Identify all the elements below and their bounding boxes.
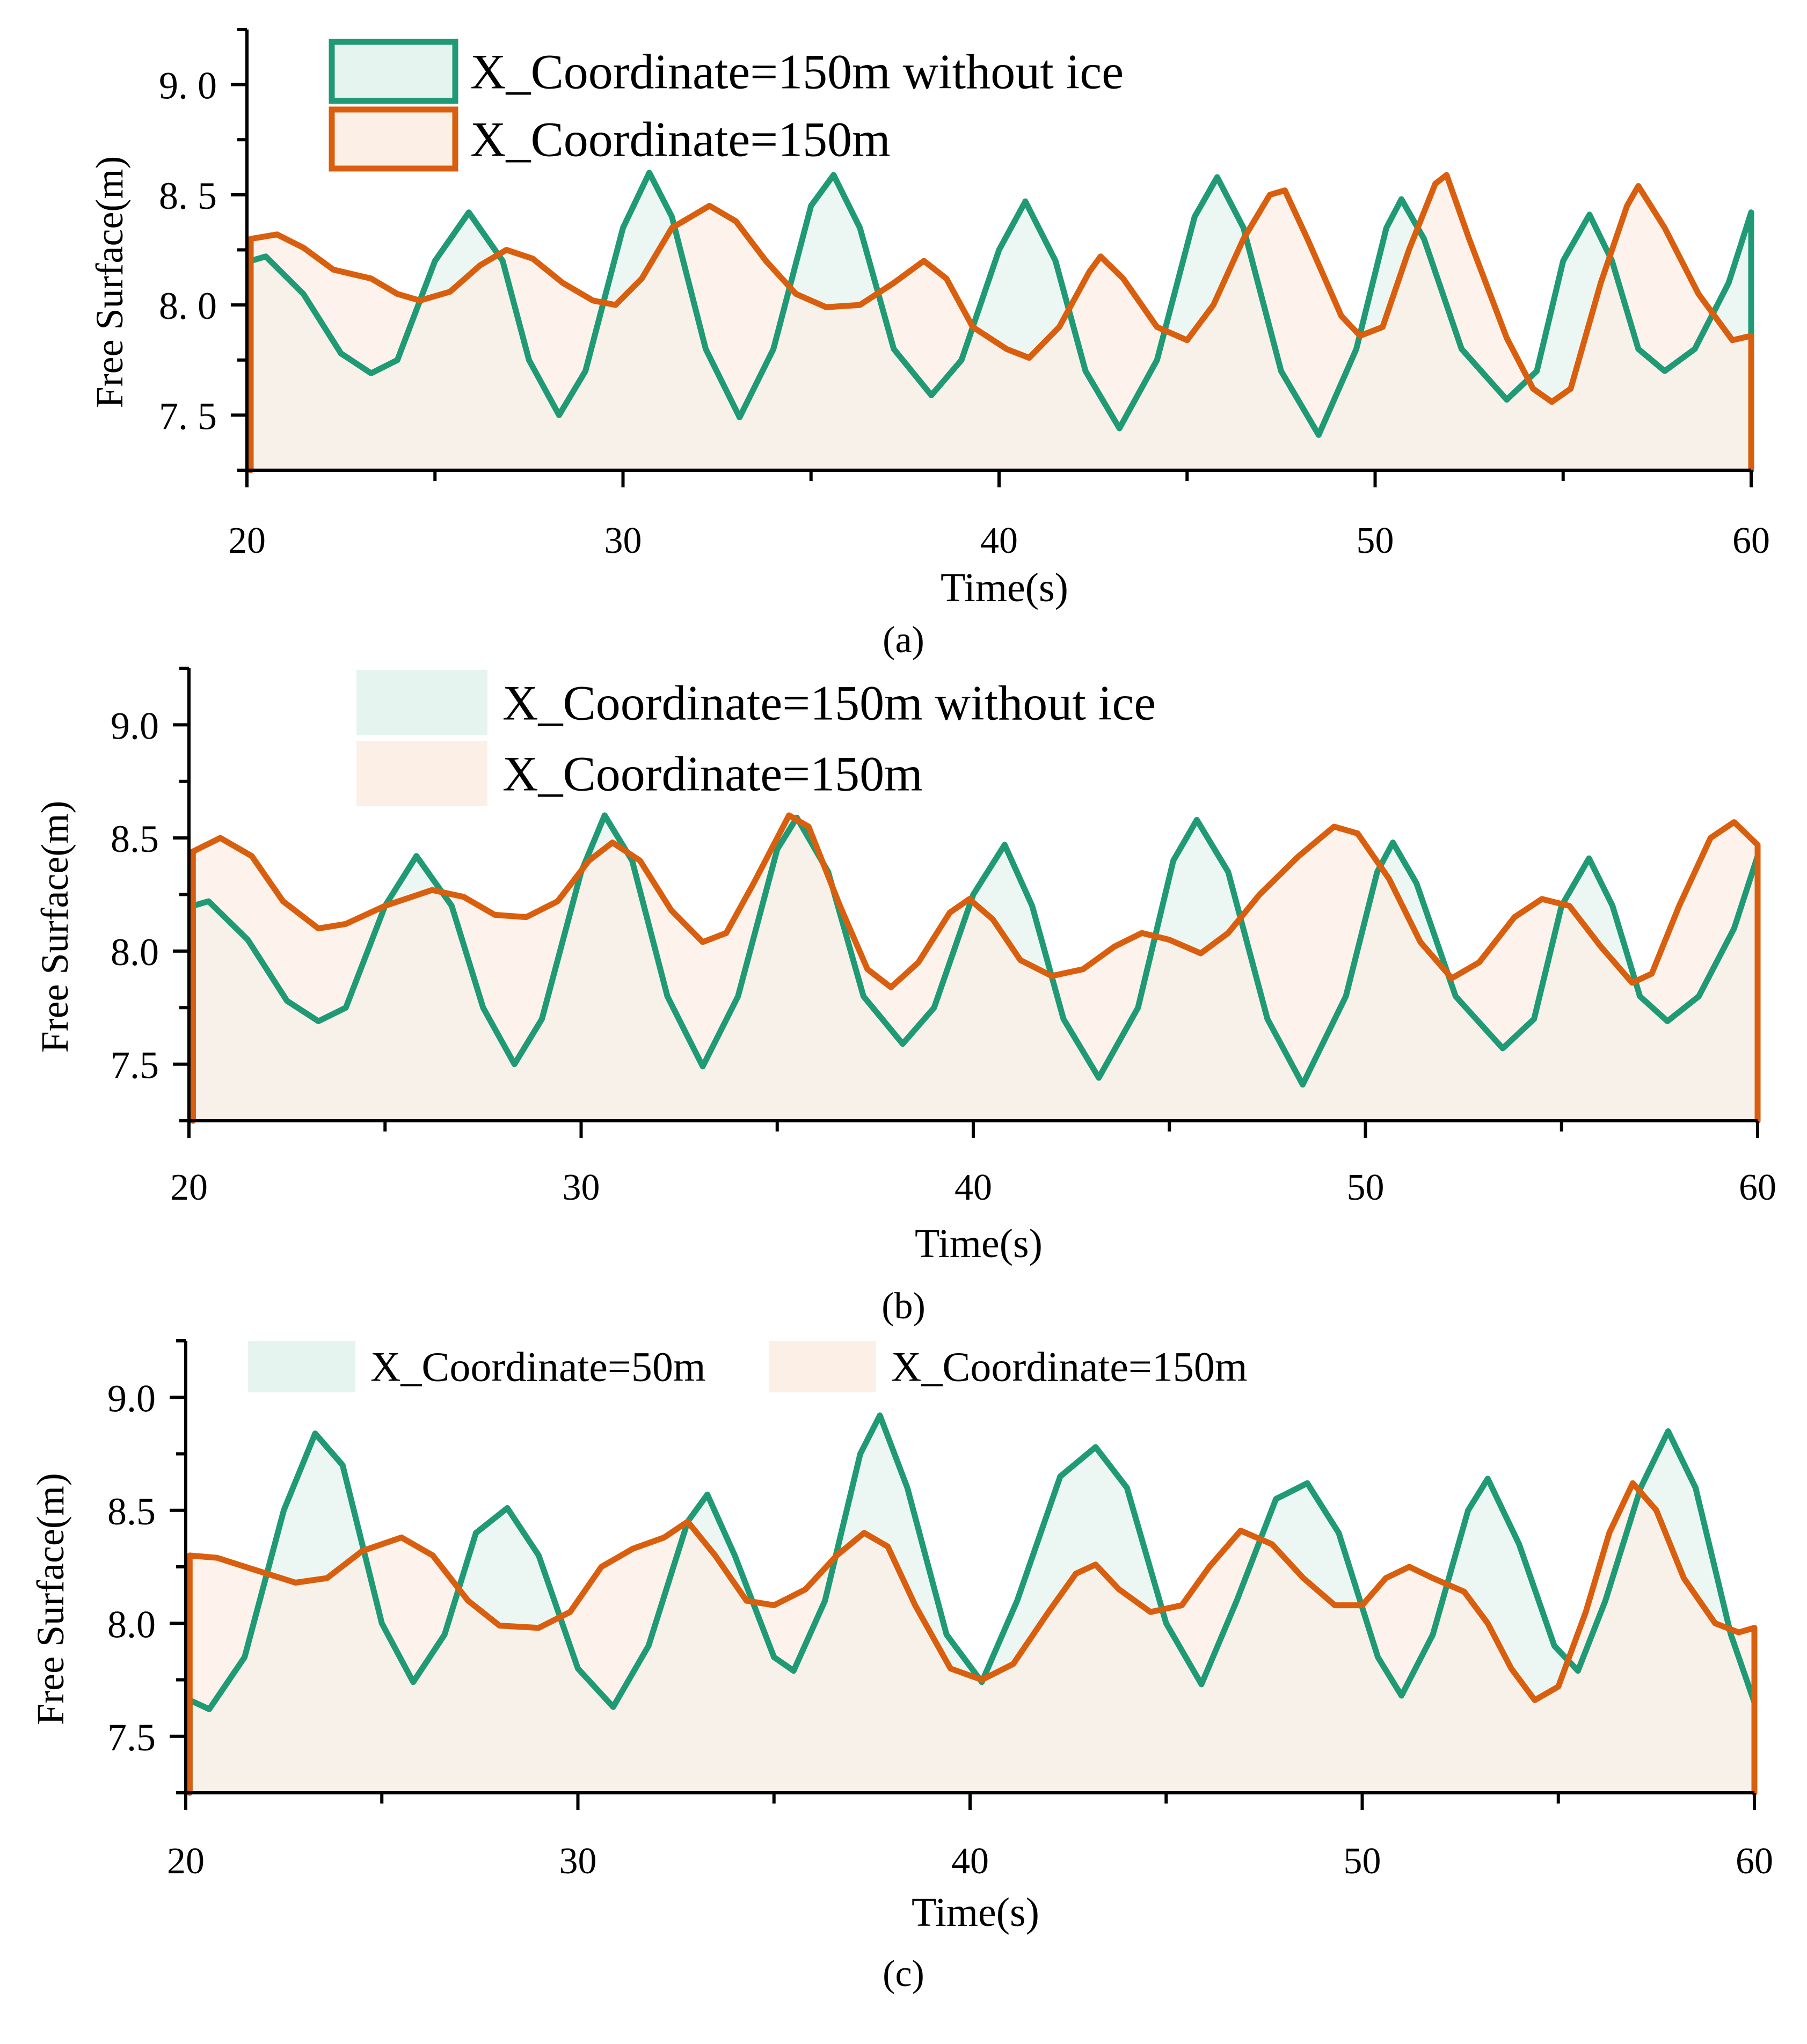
legend: X_Coordinate=150m without ice X_Coordinat…	[356, 670, 1156, 806]
x-tick-label: 50	[1357, 520, 1394, 561]
y-axis-title: Free Surface(m)	[88, 156, 131, 408]
y-tick-label: 7.5	[107, 1716, 156, 1759]
legend-swatch-1	[356, 670, 487, 735]
x-tick-label: 20	[228, 520, 266, 561]
legend-label-1: X_Coordinate=150m without ice	[502, 675, 1156, 730]
y-tick-label: 9.0	[111, 704, 159, 747]
legend-swatch-2	[769, 1341, 876, 1392]
y-tick-label: 8.0	[107, 1603, 156, 1646]
x-tick-label: 20	[170, 1167, 208, 1208]
x-tick-label: 50	[1344, 1841, 1381, 1882]
series-2-line	[190, 812, 1761, 1124]
series-2-area	[190, 1483, 1754, 1793]
x-tick-label: 40	[954, 1167, 992, 1208]
y-tick-label: 9. 0	[159, 64, 217, 107]
x-axis-title: Time(s)	[941, 565, 1068, 610]
legend-swatch-1	[329, 39, 458, 104]
legend-label-2: X_Coordinate=150m	[502, 746, 923, 801]
legend-label-2: X_Coordinate=150m	[470, 112, 891, 166]
x-tick-label: 50	[1347, 1167, 1385, 1208]
series-1-line	[247, 170, 1754, 473]
x-tick-label: 60	[1739, 1167, 1776, 1208]
legend: X_Coordinate=50m X_Coordinate=150m	[248, 1341, 1248, 1392]
y-axis-title: Free Surface(m)	[29, 1473, 72, 1725]
x-tick-label: 60	[1736, 1841, 1773, 1882]
x-axis-title: Time(s)	[912, 1890, 1039, 1935]
series-1-line	[186, 1412, 1758, 1796]
y-tick-label: 8.5	[111, 817, 159, 860]
y-tick-label: 8. 5	[159, 174, 217, 217]
chart-panel-2: 20 30 40 50 60 7.5 8.0 8.5 9.0 Time(s) Free Surfac…	[33, 667, 1776, 1327]
y-tick-label: 7.5	[111, 1044, 159, 1087]
y-tick-label: 8.5	[107, 1490, 156, 1533]
x-tick-label: 30	[563, 1167, 600, 1208]
x-axis-title: Time(s)	[915, 1221, 1043, 1266]
legend: X_Coordinate=150m without ice X_Coordinat…	[329, 39, 1124, 172]
chart-panel-1: 20 30 40 50 60 7. 5 8. 0 8. 5 9. 0 Time(s) Free Su…	[88, 28, 1770, 661]
x-tick-label: 40	[951, 1841, 989, 1882]
series-2-area	[251, 174, 1751, 470]
panel-caption: (a)	[883, 619, 924, 661]
x-tick-label: 30	[604, 520, 642, 561]
legend-swatch-2	[329, 106, 458, 172]
x-tick-label: 20	[167, 1841, 205, 1882]
legend-swatch-2	[356, 741, 487, 806]
panel-caption: (b)	[881, 1286, 926, 1327]
x-tick-label: 60	[1732, 520, 1770, 561]
series-1-line	[190, 812, 1761, 1124]
chart-panel-3: 20 30 40 50 60 7.5 8.0 8.5 9.0 Time(s) Free Surfac…	[29, 1339, 1773, 1995]
y-tick-label: 8. 0	[159, 284, 217, 327]
series-2-area	[193, 815, 1758, 1121]
x-tick-label: 40	[980, 520, 1018, 561]
y-tick-label: 9.0	[107, 1377, 156, 1420]
y-axis-title: Free Surface(m)	[33, 801, 76, 1053]
legend-label-1: X_Coordinate=50m	[370, 1344, 706, 1390]
legend-label-1: X_Coordinate=150m without ice	[470, 44, 1124, 99]
y-tick-label: 7. 5	[159, 395, 217, 437]
panel-caption: (c)	[883, 1953, 924, 1995]
legend-label-2: X_Coordinate=150m	[891, 1344, 1248, 1390]
x-tick-label: 30	[559, 1841, 597, 1882]
legend-swatch-1	[248, 1341, 355, 1392]
y-tick-label: 8.0	[111, 931, 159, 974]
